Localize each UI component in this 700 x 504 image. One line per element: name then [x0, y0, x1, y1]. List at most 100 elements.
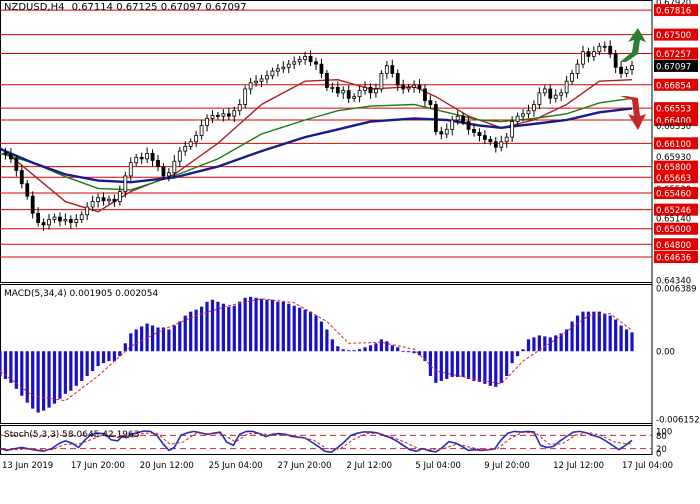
candle-body	[591, 51, 596, 57]
candle-body	[575, 63, 580, 74]
macd-bar	[526, 339, 531, 352]
moving-average-line	[0, 97, 633, 191]
macd-bar	[428, 351, 433, 376]
candle-body	[161, 166, 166, 177]
price-axis-label: 0.64800	[656, 241, 691, 251]
macd-bar	[314, 315, 318, 352]
macd-bar	[330, 339, 334, 352]
candle-body	[112, 198, 117, 202]
candle-body	[363, 87, 367, 91]
candle-body	[52, 216, 57, 220]
candle-body	[412, 84, 416, 88]
macd-bar	[461, 351, 465, 377]
stoch-axis-label: 80	[656, 432, 667, 442]
macd-bar	[205, 301, 209, 352]
stoch-axis-label: 100	[656, 428, 672, 438]
price-label-bg	[654, 78, 698, 91]
arrow-up-icon	[620, 28, 646, 62]
price-label-bg	[654, 238, 698, 251]
macd-bar	[445, 351, 449, 379]
macd-bar	[336, 346, 340, 352]
candle-body	[177, 150, 182, 162]
candle-body	[101, 197, 106, 202]
candle-body	[248, 82, 253, 90]
candle-body	[510, 121, 515, 138]
candle-body	[259, 78, 264, 82]
macd-bar	[292, 305, 296, 352]
macd-bar	[167, 329, 171, 352]
candle-body	[270, 70, 275, 77]
price-axis-label: 0.65800	[656, 163, 691, 173]
candle-body	[515, 115, 520, 122]
macd-bar	[270, 299, 275, 352]
candle-body	[613, 53, 618, 68]
candle-body	[314, 61, 318, 65]
macd-bar	[259, 298, 264, 352]
candle-body	[477, 132, 482, 136]
price-label-bg	[654, 251, 698, 264]
macd-bar	[592, 311, 596, 352]
candle-body	[232, 110, 237, 117]
candle-body	[559, 92, 564, 96]
candle-body	[526, 110, 531, 115]
price-label-bg	[654, 102, 698, 115]
macd-bar	[112, 351, 117, 362]
candle-body	[319, 63, 324, 74]
candle-body	[368, 87, 373, 94]
candle-body	[79, 214, 84, 220]
macd-bar	[368, 345, 373, 352]
candle-body	[205, 118, 209, 126]
candle-body	[286, 63, 291, 68]
candle-body	[134, 156, 139, 164]
candle-body	[597, 45, 602, 53]
macd-bar	[303, 309, 307, 352]
x-axis-label: 9 Jul 20:00	[484, 461, 530, 471]
macd-bar	[619, 325, 623, 352]
macd-bar	[488, 351, 492, 386]
candle-body	[390, 65, 395, 74]
price-label-bg	[654, 171, 698, 184]
macd-bar	[499, 351, 503, 383]
candle-body	[281, 66, 286, 70]
price-axis-label: 0.64636	[656, 254, 691, 264]
macd-bar	[123, 343, 127, 352]
ohlc-values: 0.67114 0.67125 0.67097 0.67097	[71, 2, 247, 13]
candle-body	[210, 114, 215, 119]
macd-bar	[14, 351, 18, 389]
candle-body	[183, 146, 188, 152]
macd-bar	[308, 311, 313, 352]
macd-bar	[107, 351, 111, 362]
macd-axis-label: 0.006389	[656, 285, 697, 295]
price-axis-label: 0.65663	[656, 174, 691, 184]
x-axis-label: 17 Jul 04:00	[622, 461, 673, 471]
candle-body	[466, 121, 471, 130]
candle-body	[401, 84, 406, 90]
candle-body	[292, 61, 297, 65]
macd-bar	[575, 315, 580, 352]
price-axis-label: 0.66854	[656, 81, 691, 91]
macd-bar	[434, 351, 438, 383]
macd-bar	[199, 306, 204, 352]
candle-body	[243, 88, 248, 105]
price-axis-label: 0.67257	[656, 50, 691, 60]
candle-body	[30, 195, 35, 214]
macd-bar	[472, 351, 476, 381]
macd-bar	[439, 351, 443, 381]
candle-body	[308, 55, 313, 63]
price-label-bg	[654, 28, 698, 41]
macd-bar	[3, 351, 8, 379]
macd-bar	[379, 339, 383, 352]
stoch-main-line	[0, 430, 633, 454]
candle-body	[8, 153, 13, 160]
macd-bar	[9, 351, 13, 383]
candle-body	[47, 219, 51, 226]
stoch-axis-label: 20	[656, 445, 667, 455]
x-axis-label: 27 Jun 20:00	[278, 461, 332, 471]
candle-body	[417, 84, 422, 90]
macd-bar	[417, 351, 422, 356]
candle-body	[461, 115, 466, 122]
candle-body	[630, 65, 634, 70]
macd-title: MACD(5,34,4) 0.001905 0.002054	[4, 289, 159, 299]
